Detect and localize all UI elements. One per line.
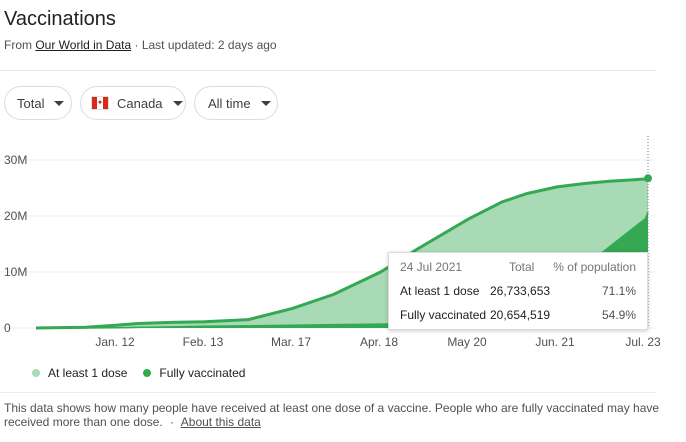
x-tick-label: Mar. 17: [271, 335, 311, 349]
chevron-down-icon: [260, 100, 271, 106]
hover-tooltip: 24 Jul 2021 Total % of population At lea…: [388, 252, 648, 330]
tooltip-date: 24 Jul 2021: [400, 260, 463, 274]
metric-dropdown[interactable]: Total: [4, 86, 72, 120]
legend-swatch: [143, 369, 152, 377]
legend-label: At least 1 dose: [48, 366, 128, 380]
source-prefix: From: [4, 38, 32, 52]
footer-description: This data shows how many people have rec…: [4, 401, 660, 429]
x-tick-label: Jun. 21: [535, 335, 575, 349]
metric-dropdown-label: Total: [17, 95, 45, 111]
about-data-link[interactable]: About this data: [180, 415, 261, 429]
chart-legend: At least 1 dose Fully vaccinated: [32, 366, 245, 380]
time-range-dropdown[interactable]: All time: [194, 86, 278, 120]
legend-swatch: [32, 369, 40, 377]
chevron-down-icon: [54, 100, 65, 106]
footer-text: This data shows how many people have rec…: [4, 401, 664, 429]
source-line: From Our World in Data · Last updated: 2…: [4, 38, 277, 52]
hover-point: [644, 174, 652, 183]
x-tick-label: Apr. 18: [360, 335, 398, 349]
x-tick-label: Jul. 23: [625, 335, 661, 349]
tooltip-row-total: 26,733,653: [490, 284, 551, 298]
footer-separator: ·: [170, 415, 175, 429]
last-updated: · Last updated: 2 days ago: [134, 38, 277, 52]
y-tick-label: 30M: [4, 153, 27, 167]
tooltip-row-label: At least 1 dose: [400, 284, 480, 298]
chevron-down-icon: [172, 100, 183, 106]
source-link[interactable]: Our World in Data: [35, 38, 132, 52]
y-tick-label: 0: [4, 321, 11, 335]
y-tick-label: 10M: [4, 265, 27, 279]
x-tick-label: Feb. 13: [183, 335, 224, 349]
series-line: [35, 176, 649, 330]
canada-flag-icon: ✦: [91, 96, 109, 110]
tooltip-row-label: Fully vaccinated: [400, 308, 487, 322]
country-dropdown-label: Canada: [117, 95, 163, 111]
x-tick-label: May 20: [447, 335, 487, 349]
tooltip-row-total: 20,654,519: [490, 308, 551, 322]
tooltip-row-pct: 71.1%: [601, 284, 636, 298]
page-title: Vaccinations: [4, 8, 116, 30]
country-dropdown[interactable]: ✦ Canada: [80, 86, 186, 120]
tooltip-row-pct: 54.9%: [601, 308, 636, 322]
tooltip-row: Fully vaccinated 20,654,519 54.9%: [389, 308, 647, 328]
time-range-dropdown-label: All time: [208, 95, 251, 111]
y-tick-label: 20M: [4, 209, 27, 223]
tooltip-row: At least 1 dose 26,733,653 71.1%: [389, 284, 647, 304]
x-tick-label: Jan. 12: [95, 335, 135, 349]
header-divider: [0, 70, 656, 71]
tooltip-total-header: Total: [509, 260, 535, 274]
legend-label: Fully vaccinated: [159, 366, 246, 380]
footer-divider: [0, 392, 656, 393]
tooltip-pct-header: % of population: [553, 260, 636, 274]
